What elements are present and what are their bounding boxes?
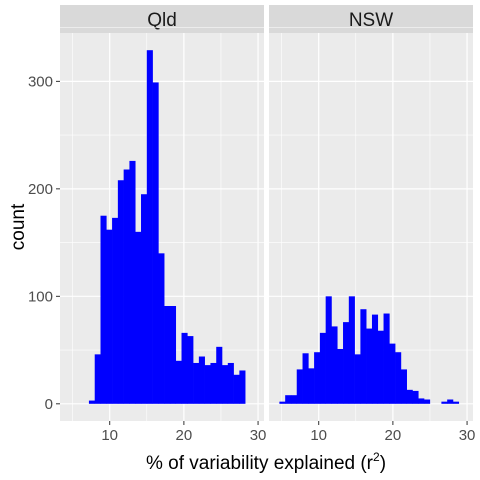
panel-nsw: NSW [269,5,473,421]
x-tick-label: 30 [250,427,267,444]
histogram-bar [302,353,309,404]
histogram-bar [452,401,460,404]
x-tick-label: 20 [176,427,193,444]
x-axis-title: % of variability explained (r2) [146,450,386,474]
histogram-bar [158,253,165,404]
histogram-bar [193,362,200,404]
histogram-bar [222,365,229,404]
histogram-bar [314,352,321,404]
histogram-bar [164,306,171,404]
histogram-bar [343,322,350,404]
x-axis-qld: 10 20 30 [101,421,266,444]
histogram-bar [279,401,286,404]
histogram-bar [141,194,148,404]
histogram-bar [227,362,234,404]
strip-nsw-background [269,5,473,33]
panel-qld: Qld [60,5,264,421]
histogram-bar [290,395,298,404]
histogram-bar [152,82,159,404]
histogram-bar [106,229,113,404]
histogram-bar [216,346,223,404]
histogram-bar [239,370,246,404]
histogram-bar [354,354,361,404]
histogram-bar [169,306,177,404]
histogram-bar [366,328,373,404]
histogram-bar [181,332,188,404]
histogram-bar [319,332,326,404]
x-axis-nsw: 10 20 30 [310,421,475,444]
histogram-bar [175,360,182,404]
panel-qld-bars [88,50,246,404]
histogram-bar [285,395,292,404]
strip-qld-background [60,5,264,33]
histogram-bar [88,400,96,404]
strip-qld-label: Qld [147,10,177,31]
y-tick-label: 0 [45,396,53,413]
histogram-bar [395,352,402,404]
histogram-bar [123,169,130,404]
histogram-bar [447,399,454,404]
histogram-bar [406,389,413,404]
y-tick-label: 200 [28,181,53,198]
histogram-bar [204,365,211,404]
histogram-bar [94,354,101,404]
histogram-bar [383,313,390,404]
histogram-bar [210,362,217,404]
histogram-bar [412,390,419,404]
histogram-bar [418,398,425,404]
histogram-bar [117,180,124,404]
histogram-bar [441,401,448,404]
y-axis-title: count [8,203,29,250]
histogram-bar [389,343,396,404]
x-axis-title-suffix: ) [380,453,386,474]
histogram-bar [233,374,240,404]
x-tick-label: 10 [101,427,118,444]
histogram-bar [325,296,332,404]
y-tick-label: 100 [28,288,53,305]
histogram-bar [135,231,142,404]
histogram-bar [146,50,153,404]
histogram-bar [424,399,431,404]
strip-nsw-label: NSW [349,10,393,31]
histogram-bar [308,368,315,404]
histogram-bar [348,296,355,404]
histogram-bar [100,215,107,404]
histogram-bar [198,356,205,404]
x-tick-label: 20 [385,427,402,444]
histogram-bar [400,369,407,404]
histogram-bar [112,217,119,404]
histogram-bar [371,314,379,404]
histogram-bar [360,309,367,404]
histogram-bar [187,336,194,404]
panel-nsw-bars [279,296,460,404]
x-axis-title-superscript: 2 [373,450,380,464]
x-axis-title-main: % of variability explained (r [146,453,374,474]
x-tick-label: 10 [310,427,327,444]
histogram-bar [129,160,136,404]
y-tick-label: 300 [28,73,53,90]
y-axis: 0 100 200 300 [28,73,60,413]
histogram-bar [331,326,338,404]
x-tick-label: 30 [459,427,476,444]
histogram-bar [337,348,344,404]
histogram-bar [377,330,384,404]
histogram-bar [296,369,303,404]
